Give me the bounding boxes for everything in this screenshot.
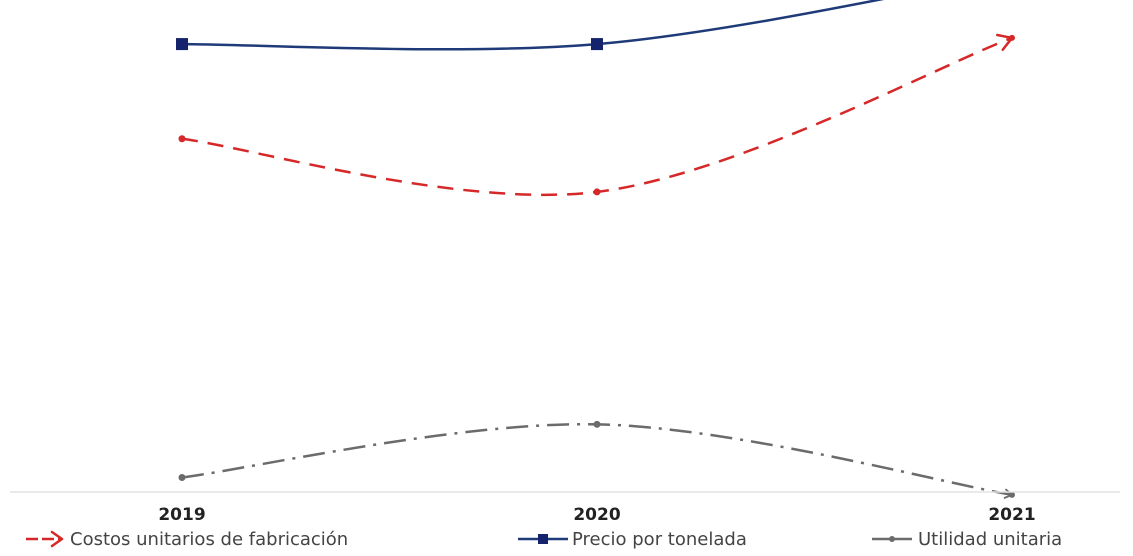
series-precio-por-tonelada	[176, 0, 885, 51]
point-utilidad-unitaria-2021-dot	[1009, 491, 1015, 498]
x-tick-label-2019: 2019	[158, 505, 205, 525]
point-precio-por-tonelada-2020	[591, 38, 603, 51]
legend-marker-utilidad-unitaria	[889, 536, 895, 542]
x-tick-label-2021: 2021	[988, 505, 1035, 525]
series-utilidad-unitaria	[178, 420, 1015, 499]
legend-item-utilidad-unitaria: Utilidad unitaria	[872, 529, 1062, 550]
legend-item-precio-por-tonelada: Precio por tonelada	[518, 529, 747, 550]
point-costos-unitarios-de-fabricacion-2020	[593, 188, 601, 196]
point-costos-unitarios-de-fabricacion-2021-dot	[1009, 34, 1015, 41]
series-line-utilidad-unitaria	[181, 422, 1013, 497]
point-utilidad-unitaria-2019	[178, 474, 186, 482]
point-utilidad-unitaria-2020	[593, 420, 601, 428]
legend-marker-costos-unitarios-de-fabricacion	[50, 530, 64, 548]
legend-label-precio-por-tonelada: Precio por tonelada	[572, 529, 747, 550]
series-costos-unitarios-de-fabricacion	[178, 33, 1015, 196]
legend-label-costos-unitarios-de-fabricacion: Costos unitarios de fabricación	[70, 529, 348, 550]
legend-item-costos-unitarios-de-fabricacion: Costos unitarios de fabricación	[26, 529, 348, 550]
point-precio-por-tonelada-2019	[176, 38, 188, 51]
series-layer	[176, 0, 1015, 499]
series-line-costos-unitarios-de-fabricacion	[181, 36, 1013, 196]
x-tick-labels: 2019 2020 2021	[158, 505, 1035, 525]
legend-marker-precio-por-tonelada	[538, 534, 548, 544]
x-tick-label-2020: 2020	[573, 505, 620, 525]
legend-label-utilidad-unitaria: Utilidad unitaria	[918, 529, 1062, 550]
point-costos-unitarios-de-fabricacion-2019	[178, 135, 186, 143]
legend: Costos unitarios de fabricación Precio po…	[26, 529, 1062, 550]
